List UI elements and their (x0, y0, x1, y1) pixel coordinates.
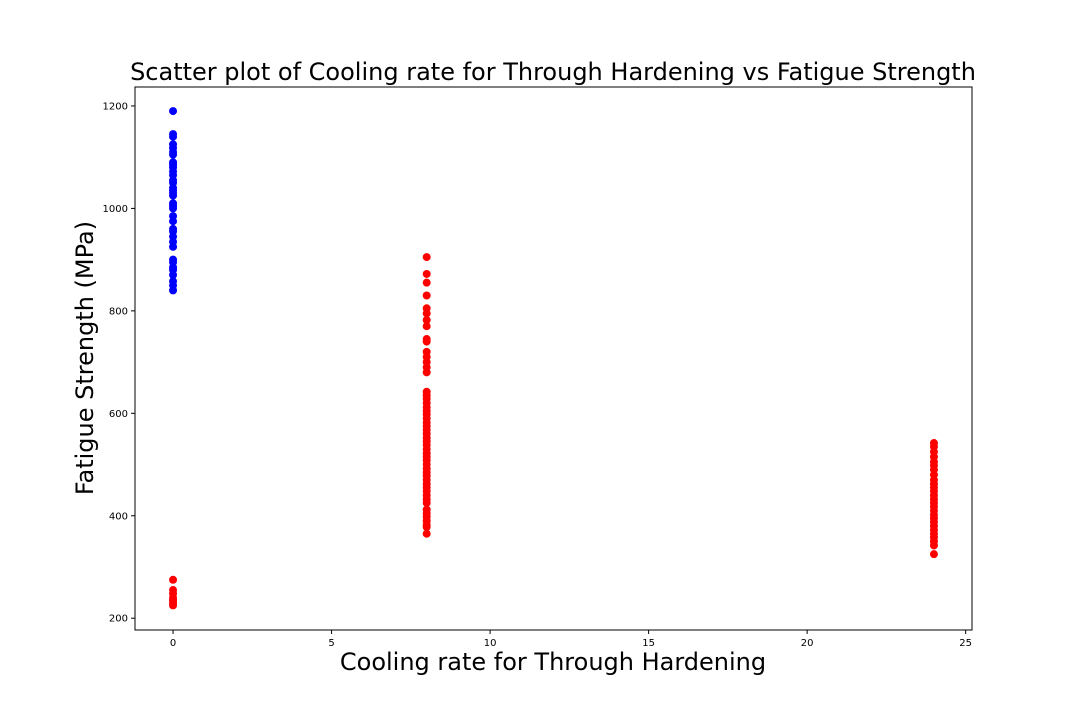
data-point (422, 523, 431, 532)
x-tick-label: 25 (959, 638, 972, 649)
plot-area-frame (134, 86, 973, 631)
data-point (422, 498, 431, 507)
x-tick-label: 20 (801, 638, 814, 649)
data-point (422, 269, 431, 278)
y-tick-label: 1200 (103, 101, 128, 112)
x-tick-label: 5 (328, 638, 334, 649)
data-point (169, 150, 178, 159)
data-point (422, 322, 431, 331)
y-axis-ticks: 200 400 600 800 1000 1200 (103, 101, 135, 625)
data-point (422, 368, 431, 377)
y-tick-label: 400 (109, 511, 128, 522)
y-tick-label: 1000 (103, 204, 128, 215)
data-points (169, 107, 938, 610)
data-point (422, 529, 431, 538)
data-point (169, 601, 178, 610)
y-axis-label: Fatigue Strength (MPa) (71, 221, 99, 495)
data-point (422, 278, 431, 287)
y-tick-label: 800 (109, 306, 128, 317)
x-axis-label: Cooling rate for Through Hardening (340, 648, 766, 676)
data-point (169, 217, 178, 226)
data-point (169, 204, 178, 213)
x-tick-label: 0 (170, 638, 176, 649)
x-tick-label: 15 (642, 638, 655, 649)
data-point (169, 191, 178, 200)
data-point (169, 242, 178, 251)
data-point (422, 253, 431, 262)
y-tick-label: 200 (109, 614, 128, 625)
data-point (169, 575, 178, 584)
chart-title: Scatter plot of Cooling rate for Through… (130, 58, 976, 86)
x-axis-ticks: 0 5 10 15 20 25 (170, 630, 972, 649)
data-point (169, 286, 178, 295)
data-point (422, 316, 431, 325)
data-point (929, 550, 938, 559)
data-point (169, 107, 178, 116)
data-point (169, 271, 178, 279)
data-point (169, 132, 178, 141)
data-point (422, 337, 431, 346)
data-point (929, 541, 938, 550)
x-tick-label: 10 (484, 638, 497, 649)
y-tick-label: 600 (109, 409, 128, 420)
data-point (422, 309, 431, 318)
data-point (422, 291, 431, 300)
